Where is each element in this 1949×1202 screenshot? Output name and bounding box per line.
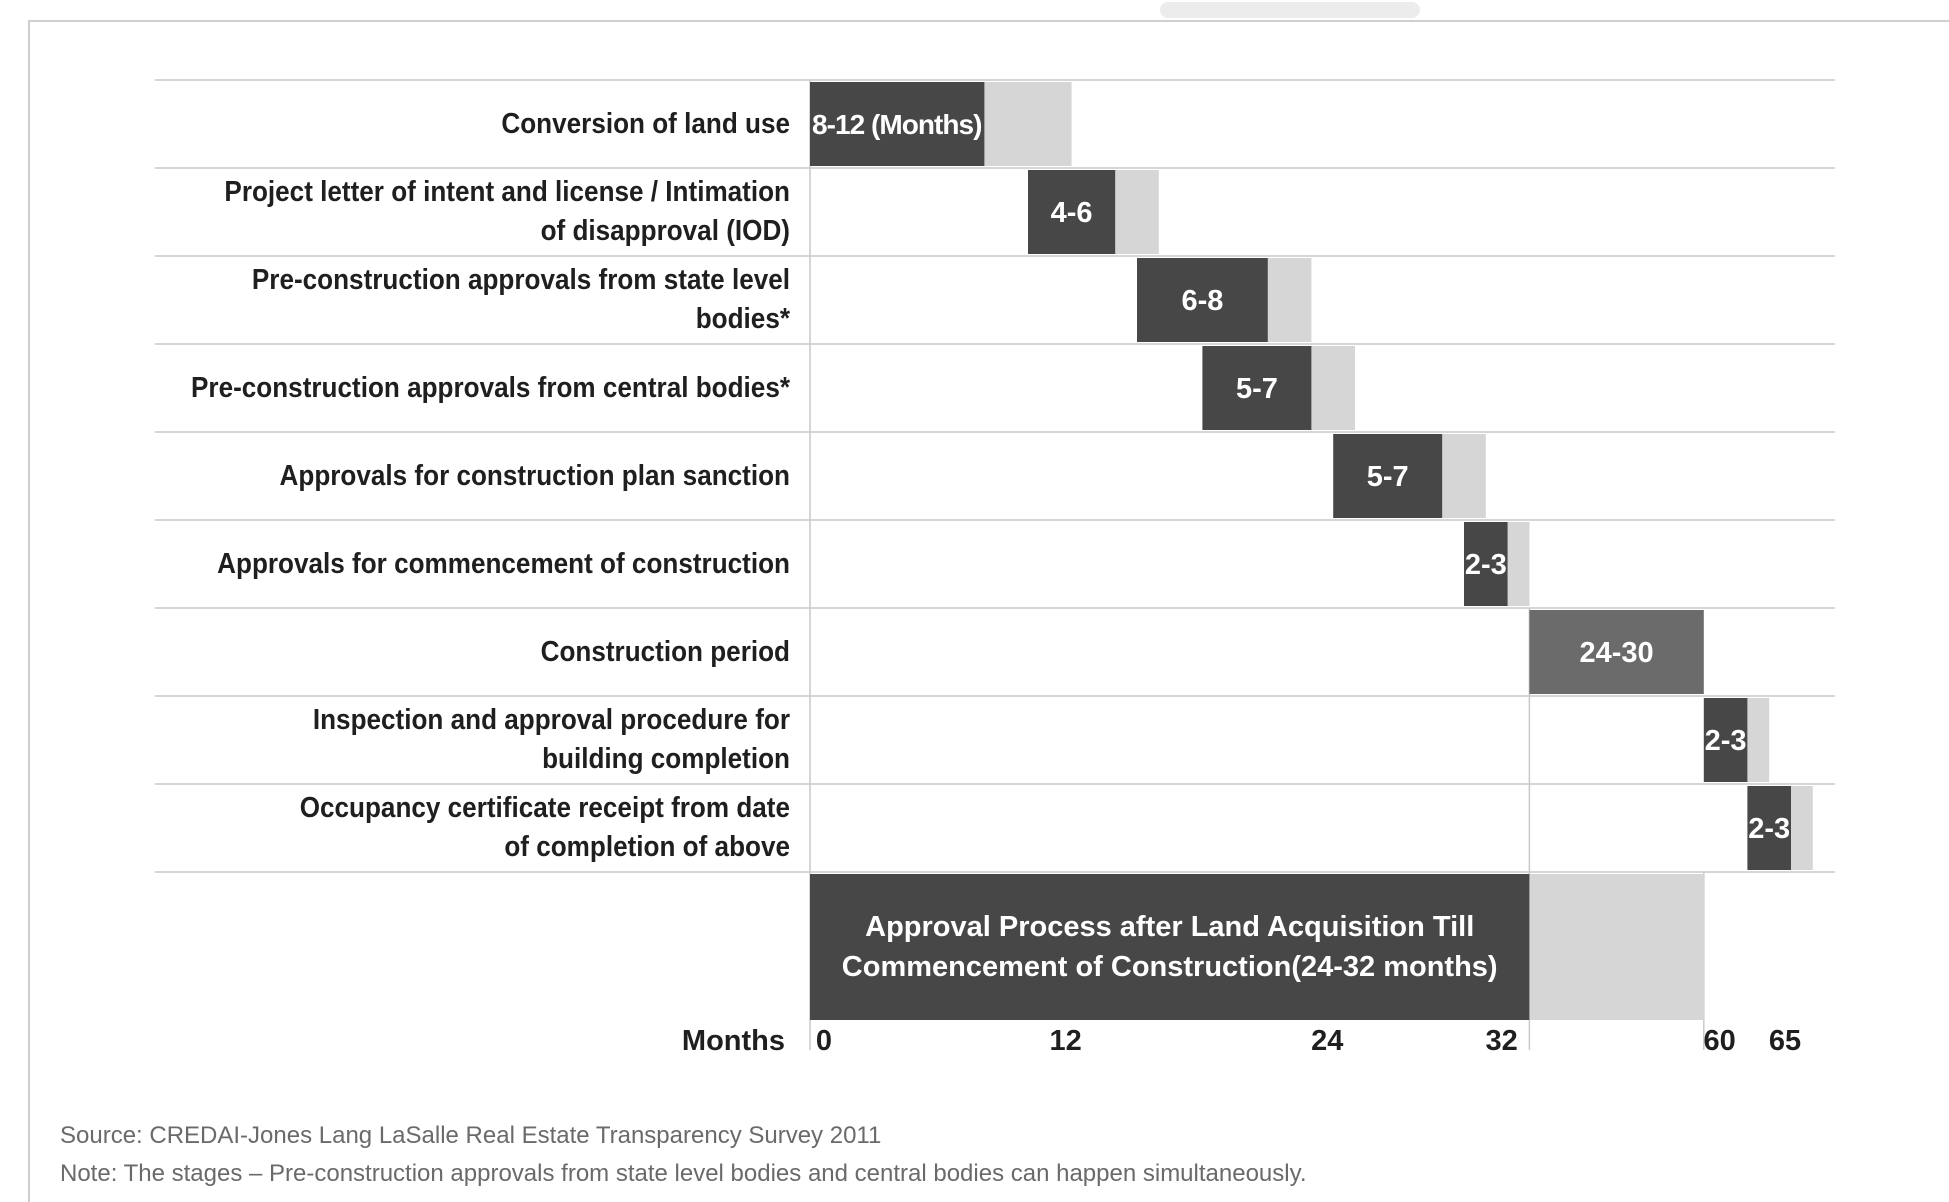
bar-min-duration bbox=[1333, 434, 1443, 518]
source-note: Source: CREDAI-Jones Lang LaSalle Real E… bbox=[60, 1122, 882, 1149]
bar-max-extension bbox=[1311, 346, 1355, 430]
x-tick-label: 60 bbox=[1703, 1025, 1735, 1057]
bar-duration-label: 2-3 bbox=[1705, 725, 1747, 757]
bar-duration-label: 5-7 bbox=[1367, 461, 1409, 493]
bar-min-duration bbox=[1747, 786, 1791, 870]
bar-min-duration bbox=[1703, 698, 1748, 782]
category-label: Pre-construction approvals from central … bbox=[160, 369, 790, 408]
summary-bar-label: Commencement of Construction(24-32 month… bbox=[842, 951, 1498, 983]
footnote: Note: The stages – Pre-construction appr… bbox=[60, 1160, 1307, 1187]
figure-frame bbox=[28, 20, 1949, 1202]
bar-min-duration bbox=[1202, 346, 1312, 430]
bar-max-extension bbox=[1507, 522, 1530, 606]
category-label-line: Inspection and approval procedure for bbox=[312, 704, 790, 736]
category-label: Pre-construction approvals from state le… bbox=[160, 261, 790, 339]
category-label: Construction period bbox=[160, 633, 790, 672]
category-label-line: bodies* bbox=[695, 303, 790, 335]
bar-min-duration bbox=[810, 82, 985, 166]
x-tick-label: 24 bbox=[1311, 1025, 1343, 1057]
category-label-line: of disapproval (IOD) bbox=[540, 215, 790, 247]
bar-max-extension bbox=[1115, 170, 1159, 254]
bar-duration-label: 4-6 bbox=[1051, 197, 1093, 229]
bar-min-duration bbox=[1137, 258, 1268, 342]
category-label: Approvals for commencement of constructi… bbox=[160, 545, 790, 584]
bar-max-extension bbox=[1791, 786, 1813, 870]
category-label-line: Project letter of intent and license / I… bbox=[224, 176, 790, 208]
category-label-line: Approvals for construction plan sanction bbox=[279, 459, 790, 492]
category-label: Conversion of land use bbox=[160, 105, 790, 144]
category-label: Occupancy certificate receipt from date o… bbox=[160, 789, 790, 867]
x-tick-label: 32 bbox=[1485, 1025, 1517, 1057]
bar-min-duration bbox=[1529, 610, 1704, 694]
bar-min-duration bbox=[1464, 522, 1508, 606]
top-edge-smudge bbox=[1160, 2, 1420, 18]
bar-duration-label: 2-3 bbox=[1465, 549, 1507, 581]
x-tick-label: 65 bbox=[1769, 1025, 1801, 1057]
category-label-line: Pre-construction approvals from central … bbox=[191, 371, 790, 404]
bar-duration-label: 2-3 bbox=[1748, 813, 1790, 845]
category-label: Project letter of intent and license / I… bbox=[160, 173, 790, 251]
x-tick-label: 0 bbox=[816, 1025, 832, 1057]
category-label-line: Approvals for commencement of constructi… bbox=[217, 547, 790, 580]
bar-max-extension bbox=[1267, 258, 1312, 342]
x-tick-label: 12 bbox=[1049, 1025, 1081, 1057]
category-label-line: Conversion of land use bbox=[501, 107, 790, 140]
bar-max-extension bbox=[984, 82, 1072, 166]
category-label-line: of completion of above bbox=[504, 831, 790, 863]
bar-max-extension bbox=[1747, 698, 1770, 782]
bar-duration-label: 24-30 bbox=[1580, 637, 1654, 669]
bar-duration-label: 8-12 (Months) bbox=[812, 109, 982, 140]
category-label-line: building completion bbox=[542, 743, 790, 775]
bar-duration-label: 5-7 bbox=[1236, 373, 1278, 405]
category-label: Approvals for construction plan sanction bbox=[160, 457, 790, 496]
category-label-line: Occupancy certificate receipt from date bbox=[299, 792, 790, 824]
category-label-line: Pre-construction approvals from state le… bbox=[251, 264, 790, 296]
bar-min-duration bbox=[1028, 170, 1116, 254]
category-label: Inspection and approval procedure for bui… bbox=[160, 701, 790, 779]
summary-bar-label: Approval Process after Land Acquisition … bbox=[865, 911, 1474, 943]
bar-duration-label: 6-8 bbox=[1181, 285, 1223, 317]
category-label-line: Construction period bbox=[540, 635, 790, 668]
bar-max-extension bbox=[1442, 434, 1486, 518]
gantt-chart: 8-12 (Months) 4-6 6-8 5-7 5-7 2-3 24-30 2-3 2-3 A… bbox=[155, 79, 1835, 1057]
x-axis-unit-label: Months bbox=[682, 1025, 785, 1057]
summary-bar bbox=[810, 874, 1530, 1020]
summary-bar-extension bbox=[1529, 874, 1704, 1020]
